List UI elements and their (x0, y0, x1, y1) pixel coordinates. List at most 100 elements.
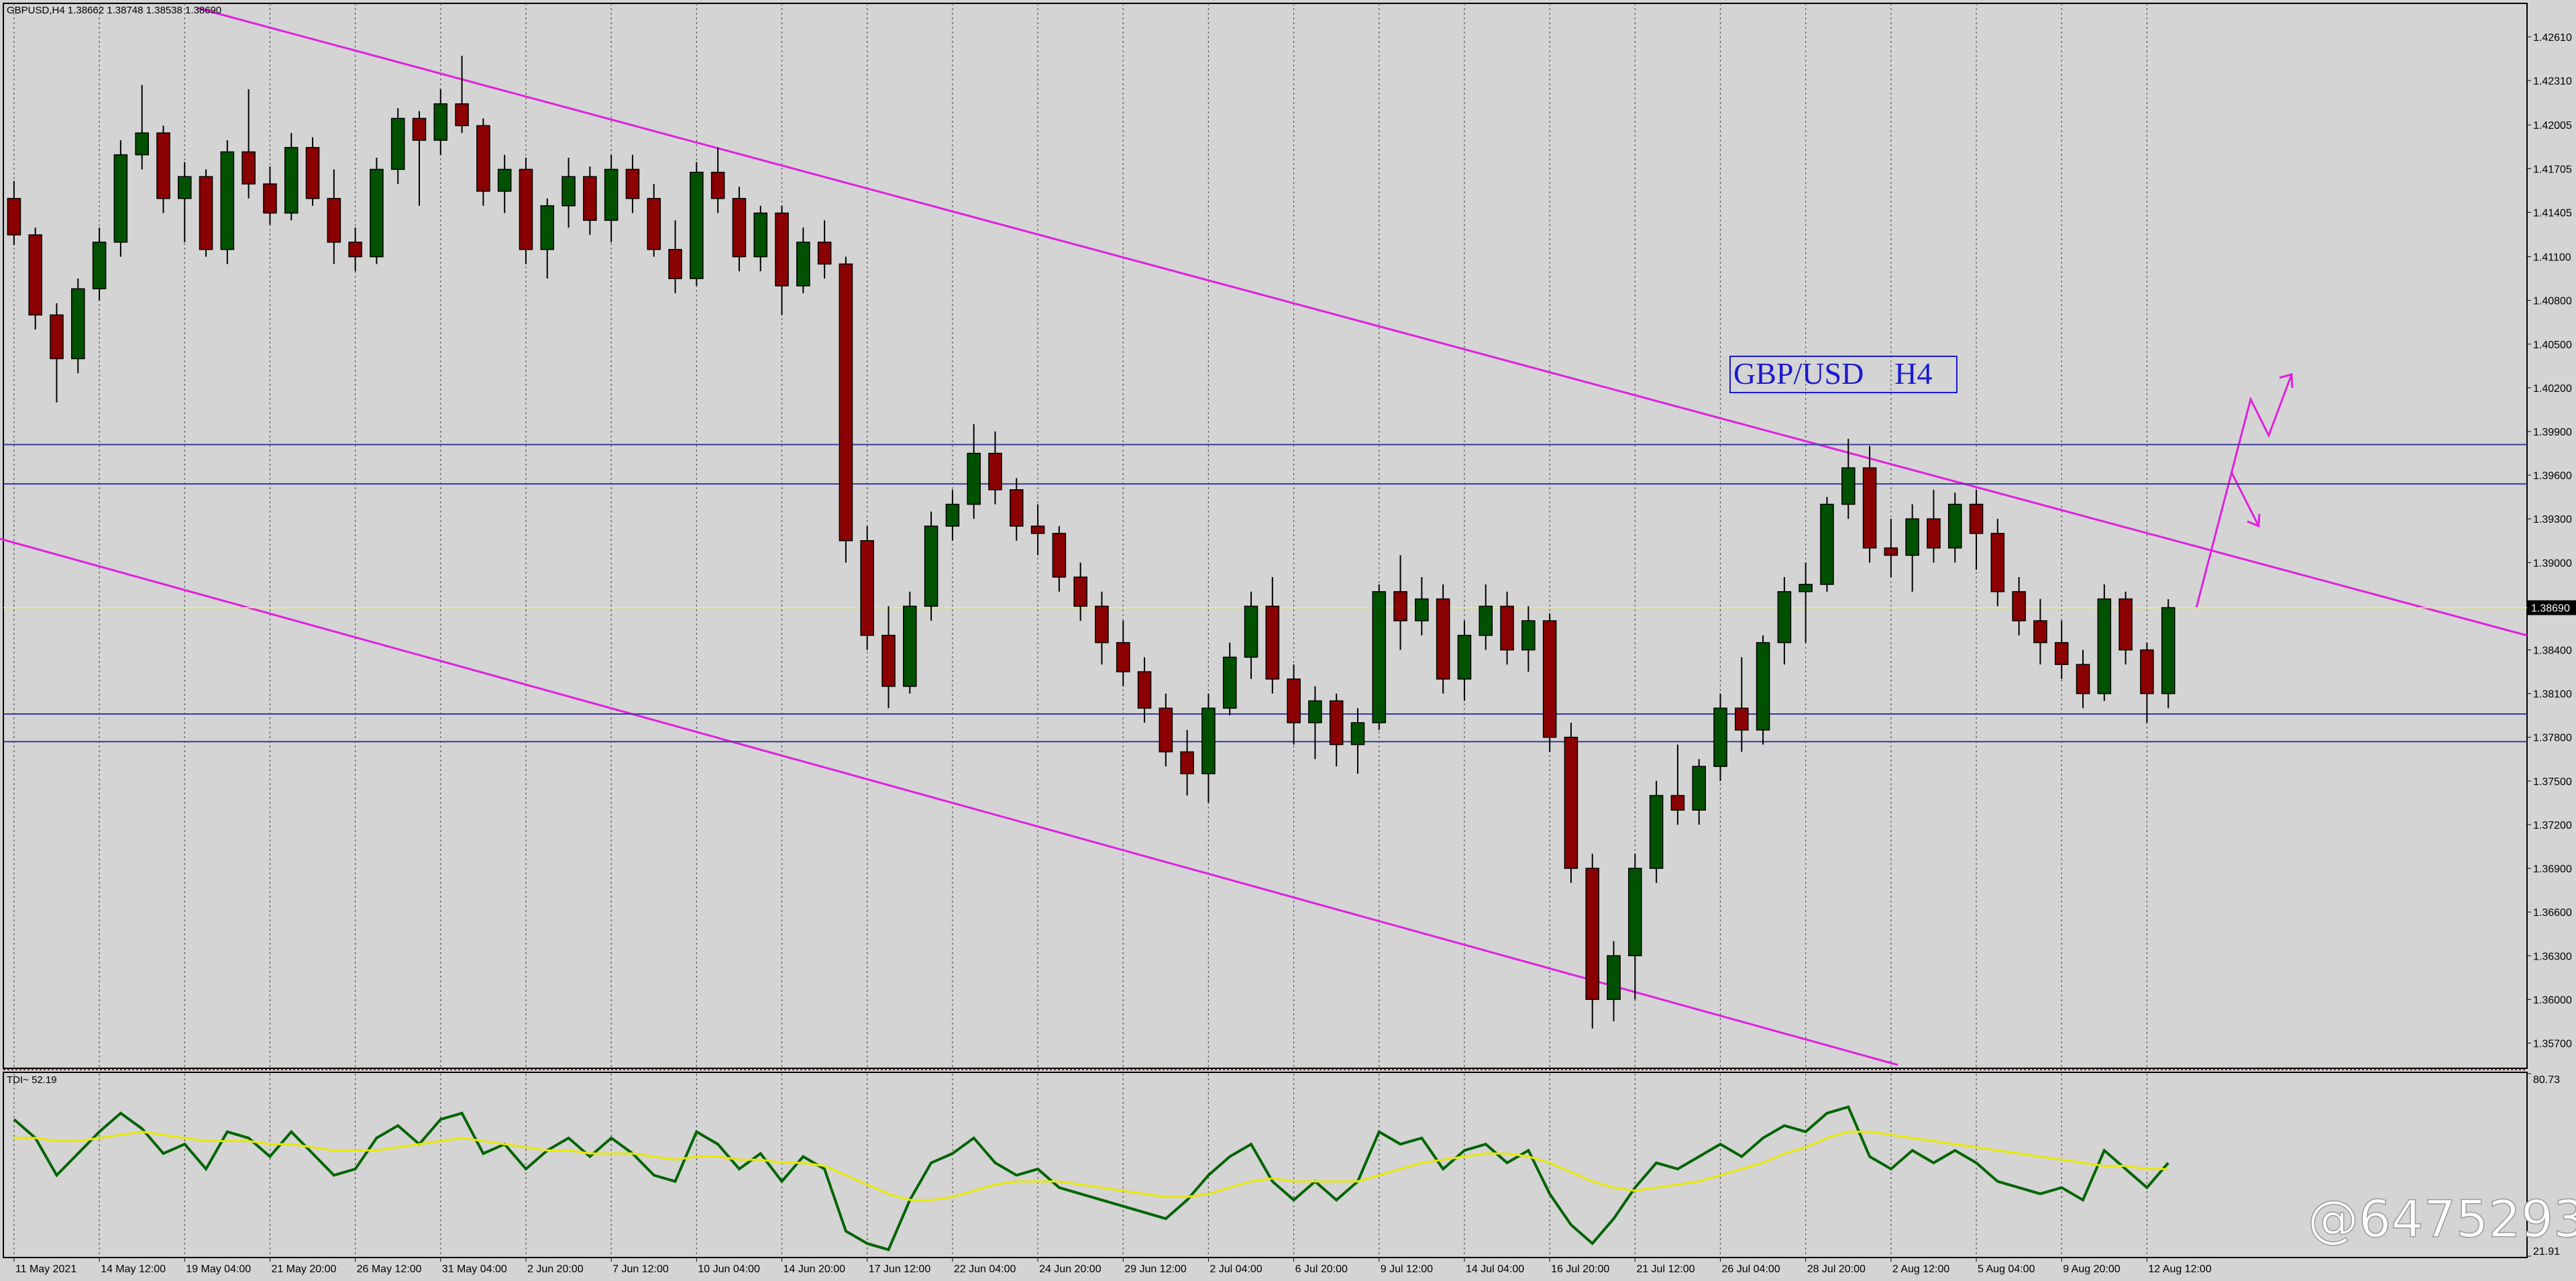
candle-body (1009, 489, 1024, 527)
candle-body (1073, 576, 1087, 607)
x-tick-label: 29 Jun 12:00 (1124, 1264, 1187, 1275)
candle-body (1521, 620, 1536, 651)
y-tick-label: 1.37800 (2533, 733, 2572, 744)
candle-body (1905, 518, 1919, 556)
indicator-line (13, 1131, 2169, 1201)
x-tick-label: 2 Aug 12:00 (1892, 1264, 1950, 1275)
candle-body (1350, 722, 1365, 746)
candle-body (1052, 533, 1067, 578)
candle-body (2033, 620, 2047, 644)
x-tick-label: 14 Jun 20:00 (784, 1264, 846, 1275)
candle-body (1201, 707, 1216, 774)
candle-body (1500, 605, 1514, 651)
x-tick-label: 22 Jun 04:00 (954, 1264, 1016, 1275)
candle-body (476, 125, 490, 192)
candle-body (881, 635, 896, 687)
forecast-arrow-down (2230, 471, 2260, 527)
x-tick-label: 31 May 04:00 (442, 1264, 507, 1275)
candle-body (1927, 518, 1941, 549)
forecast-arrow-up (2195, 374, 2293, 609)
candle-body (1649, 795, 1664, 869)
candle-body (1180, 751, 1194, 774)
y-tick-label: 80.73 (2533, 1074, 2560, 1086)
candle-body (1564, 736, 1578, 869)
y-tick-label: 1.36900 (2533, 864, 2572, 875)
candle-body (988, 452, 1002, 491)
candle-body (70, 288, 85, 360)
candle-body (50, 314, 64, 360)
y-tick-label: 1.36000 (2533, 994, 2572, 1006)
x-tick-label: 12 Aug 12:00 (2148, 1264, 2211, 1275)
x-tick-label: 26 Jul 04:00 (1722, 1264, 1780, 1275)
candle-body (1947, 503, 1962, 549)
candle-body (241, 151, 256, 185)
candle-body (583, 176, 597, 221)
candle-body (817, 242, 832, 265)
x-tick-label: 24 Jun 20:00 (1039, 1264, 1102, 1275)
candle-body (327, 198, 341, 243)
candle-body (1265, 605, 1280, 680)
y-tick-label: 1.42005 (2533, 120, 2572, 132)
candle-body (1137, 671, 1152, 709)
candle-body (839, 263, 853, 542)
candle-body (1308, 700, 1322, 723)
candle-body (604, 168, 619, 221)
y-tick-label: 1.36600 (2533, 907, 2572, 919)
candle-body (775, 212, 789, 287)
arrow-head (2279, 373, 2294, 389)
y-tick-label: 1.42610 (2533, 32, 2572, 44)
x-tick-label: 2 Jul 04:00 (1210, 1264, 1262, 1275)
candle-body (625, 168, 640, 199)
y-tick-label: 1.41705 (2533, 164, 2572, 175)
candle-body (2097, 598, 2112, 695)
candle-body (28, 234, 42, 316)
y-tick-label: 1.41405 (2533, 207, 2572, 219)
candle-body (540, 205, 555, 250)
candle-body (199, 176, 213, 250)
y-tick-label: 1.39600 (2533, 470, 2572, 482)
annotation: GBP/USD H4 (1733, 356, 1933, 391)
candle-body (690, 171, 704, 279)
candle-body (284, 147, 299, 214)
x-tick-label: 21 Jul 12:00 (1636, 1264, 1695, 1275)
candle-body (2076, 664, 2090, 695)
candle-body (348, 242, 362, 258)
y-tick-label: 1.40200 (2533, 383, 2572, 395)
x-tick-label: 11 May 2021 (15, 1264, 76, 1275)
candle-body (1820, 503, 1834, 585)
candle-body (220, 151, 235, 250)
x-tick-label: 7 Jun 12:00 (612, 1264, 669, 1275)
candle-body (1159, 707, 1173, 753)
candle-body (519, 168, 533, 250)
indicator-frame (3, 1072, 2528, 1258)
candle-body (1607, 955, 1621, 1001)
x-tick-label: 9 Aug 20:00 (2063, 1264, 2121, 1275)
candle-body (1372, 591, 1387, 723)
y-tick-label: 1.42310 (2533, 76, 2572, 87)
y-tick-label: 21.91 (2533, 1246, 2560, 1258)
y-tick-label: 1.39300 (2533, 514, 2572, 525)
candle-body (1841, 467, 1856, 505)
candle-body (7, 198, 21, 236)
x-tick-label: 19 May 04:00 (186, 1264, 251, 1275)
y-tick-label: 1.38100 (2533, 689, 2572, 701)
candle-body (903, 605, 917, 687)
arrow-head (2247, 513, 2261, 528)
candle-body (1990, 533, 2005, 593)
y-tick-label: 1.38400 (2533, 646, 2572, 657)
candle-body (1095, 605, 1109, 644)
candle-body (1457, 635, 1472, 680)
candle-body (2012, 591, 2026, 621)
x-tick-label: 14 Jul 04:00 (1466, 1264, 1524, 1275)
x-tick-label: 2 Jun 20:00 (527, 1264, 584, 1275)
candle-body (1329, 700, 1344, 746)
current-price-box (2528, 600, 2576, 615)
x-tick-label: 9 Jul 12:00 (1381, 1264, 1433, 1275)
candle-body (92, 242, 107, 290)
indicator-title: TDI~ 52.19 (7, 1074, 57, 1086)
candle-body (497, 168, 512, 192)
x-tick-label: 28 Jul 20:00 (1807, 1264, 1866, 1275)
x-tick-label: 16 Jul 20:00 (1551, 1264, 1609, 1275)
